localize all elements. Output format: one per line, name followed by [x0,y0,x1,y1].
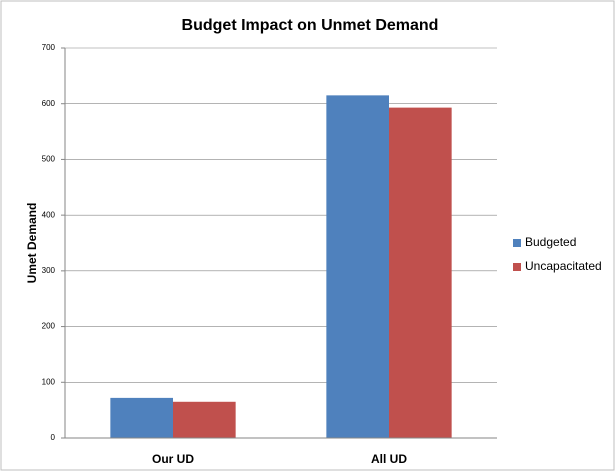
bar [326,95,389,438]
y-tick-label: 300 [42,266,56,275]
legend-label: Uncapacitated [525,259,602,273]
bar [389,107,452,438]
y-axis-label: Umet Demand [25,203,39,284]
y-tick-label: 100 [42,377,56,386]
y-tick-label: 400 [42,210,56,219]
y-tick-label: 0 [51,433,56,442]
legend-swatch [513,239,521,247]
legend-label: Budgeted [525,235,576,249]
x-tick-label: Our UD [152,452,194,466]
legend-swatch [513,263,521,271]
x-tick-label: All UD [371,452,407,466]
y-tick-label: 700 [42,43,56,52]
y-tick-label: 200 [42,322,56,331]
y-tick-label: 500 [42,155,56,164]
bar [173,401,236,438]
bar [110,397,173,438]
y-tick-label: 600 [42,99,56,108]
chart-title: Budget Impact on Unmet Demand [182,17,439,34]
